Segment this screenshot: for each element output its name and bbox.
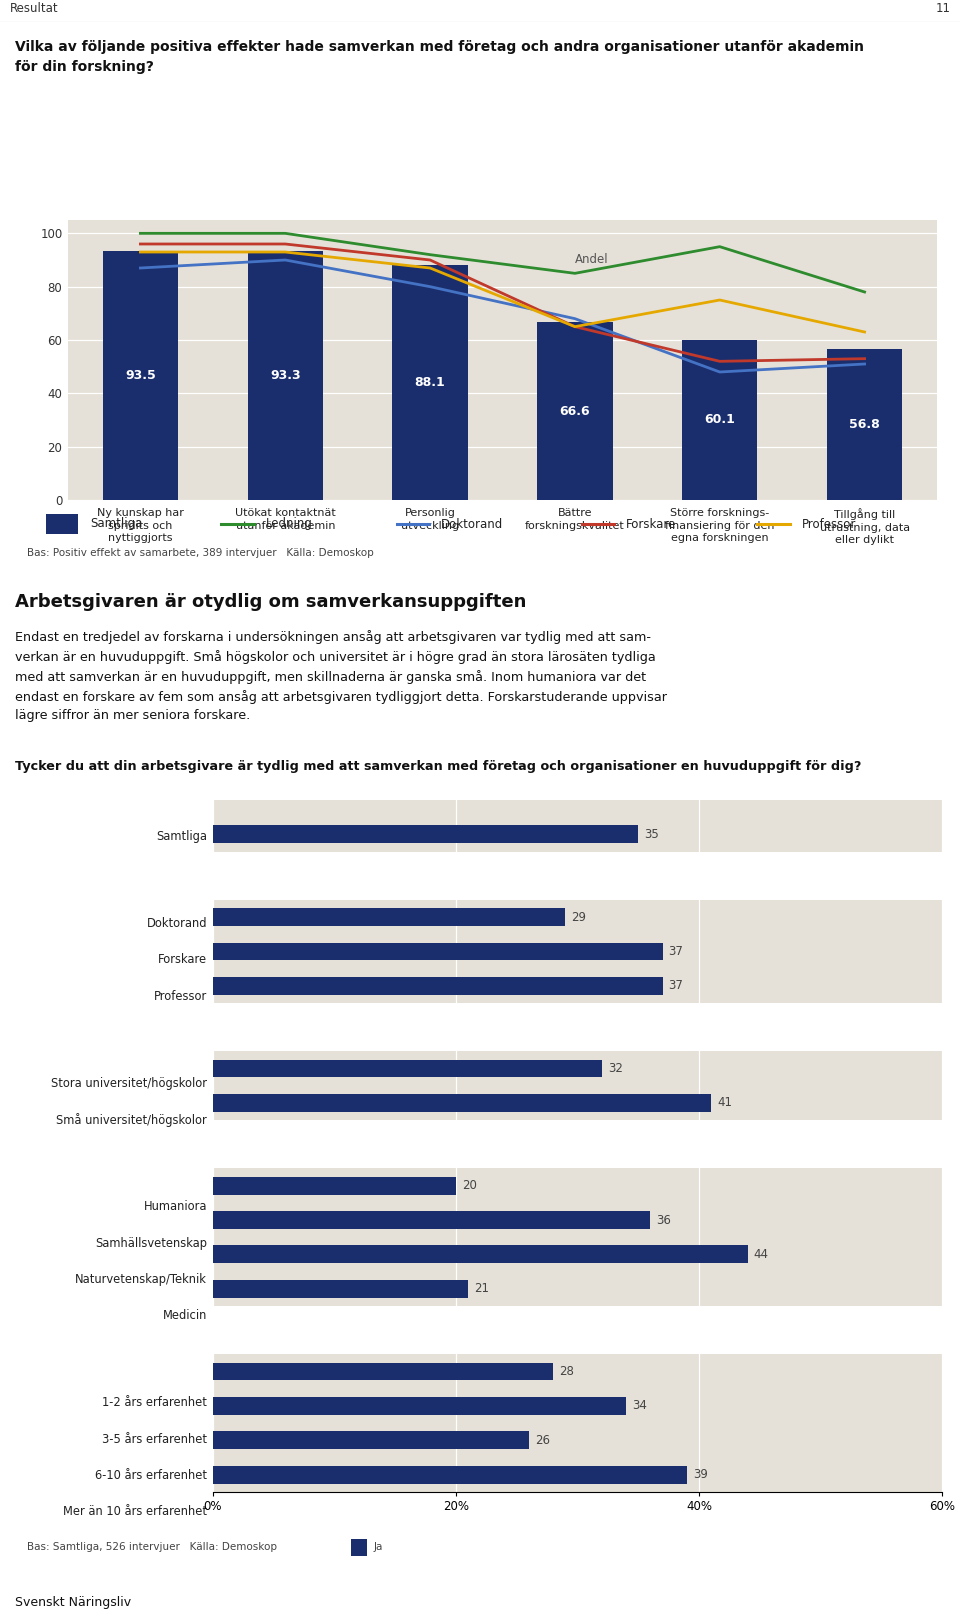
Text: Arbetsgivaren är otydlig om samverkansuppgiften: Arbetsgivaren är otydlig om samverkansup… xyxy=(15,592,526,610)
Bar xyxy=(213,943,662,961)
Bar xyxy=(213,1003,942,1052)
Bar xyxy=(213,1060,602,1078)
Bar xyxy=(18,854,213,906)
Text: 39: 39 xyxy=(693,1469,708,1482)
Bar xyxy=(213,1120,942,1169)
Text: Mer än 10 års erfarenhet: Mer än 10 års erfarenhet xyxy=(63,1506,207,1519)
Bar xyxy=(18,1138,213,1188)
Text: Resultat: Resultat xyxy=(10,2,59,15)
Text: Bas: Samtliga, 526 intervjuer   Källa: Demoskop: Bas: Samtliga, 526 intervjuer Källa: Dem… xyxy=(27,1542,277,1553)
Text: Doktorand: Doktorand xyxy=(442,518,503,531)
Bar xyxy=(213,909,565,927)
Text: 93.3: 93.3 xyxy=(270,368,300,381)
Text: Forskare: Forskare xyxy=(626,518,677,531)
Text: 66.6: 66.6 xyxy=(560,404,590,417)
Text: 11: 11 xyxy=(935,2,950,15)
Text: Doktorand: Doktorand xyxy=(147,917,207,930)
Text: Professor: Professor xyxy=(802,518,856,531)
Text: Samhällsvetenskap: Samhällsvetenskap xyxy=(95,1237,207,1250)
Text: Bas: Positiv effekt av samarbete, 389 intervjuer   Källa: Demoskop: Bas: Positiv effekt av samarbete, 389 in… xyxy=(27,549,374,558)
Text: 1-2 års erfarenhet: 1-2 års erfarenhet xyxy=(103,1396,207,1409)
Bar xyxy=(213,1245,748,1263)
Text: 36: 36 xyxy=(657,1214,671,1227)
Bar xyxy=(213,977,662,995)
Bar xyxy=(103,250,178,500)
Text: Endast en tredjedel av forskarna i undersökningen ansåg att arbetsgivaren var ty: Endast en tredjedel av forskarna i under… xyxy=(15,630,667,722)
Bar xyxy=(46,514,78,534)
Text: 34: 34 xyxy=(633,1399,647,1412)
Text: 29: 29 xyxy=(571,911,587,923)
Bar xyxy=(248,252,323,500)
Text: 56.8: 56.8 xyxy=(850,417,880,430)
Text: Små universitet/högskolor: Små universitet/högskolor xyxy=(57,1113,207,1126)
Bar xyxy=(213,1211,651,1229)
Text: 37: 37 xyxy=(668,945,684,958)
Text: Humaniora: Humaniora xyxy=(144,1201,207,1214)
Bar xyxy=(18,1014,213,1065)
Text: Stora universitet/högskolor: Stora universitet/högskolor xyxy=(51,1076,207,1089)
Text: 35: 35 xyxy=(644,828,660,841)
Bar xyxy=(393,265,468,500)
Bar xyxy=(213,1466,686,1483)
Bar xyxy=(213,1094,711,1112)
Bar xyxy=(683,339,757,500)
Text: 60.1: 60.1 xyxy=(705,414,735,427)
Text: Svenskt Näringsliv: Svenskt Näringsliv xyxy=(15,1595,132,1608)
Text: 88.1: 88.1 xyxy=(415,377,445,390)
Bar xyxy=(213,1307,942,1354)
Text: Ja: Ja xyxy=(373,1542,383,1553)
Text: Forskare: Forskare xyxy=(158,953,207,966)
Bar xyxy=(213,852,942,899)
Text: Naturvetenskap/Teknik: Naturvetenskap/Teknik xyxy=(75,1272,207,1285)
Bar xyxy=(213,826,638,844)
Text: 93.5: 93.5 xyxy=(125,368,156,381)
Text: 41: 41 xyxy=(717,1097,732,1110)
Text: 6-10 års erfarenhet: 6-10 års erfarenhet xyxy=(95,1469,207,1482)
Text: 21: 21 xyxy=(474,1282,490,1295)
Text: Ledning: Ledning xyxy=(266,518,313,531)
Text: 3-5 års erfarenhet: 3-5 års erfarenhet xyxy=(102,1433,207,1446)
Bar xyxy=(350,1539,368,1556)
Bar xyxy=(18,1334,213,1384)
Bar xyxy=(213,1431,529,1449)
Text: 32: 32 xyxy=(608,1061,623,1074)
Text: 37: 37 xyxy=(668,979,684,992)
Text: Professor: Professor xyxy=(154,990,207,1003)
Text: Tycker du att din arbetsgivare är tydlig med att samverkan med företag och organ: Tycker du att din arbetsgivare är tydlig… xyxy=(15,760,861,773)
Bar xyxy=(213,1177,456,1195)
Text: Andel: Andel xyxy=(575,253,609,266)
Text: 20: 20 xyxy=(462,1178,477,1191)
Text: Samtliga: Samtliga xyxy=(156,829,207,842)
Text: 26: 26 xyxy=(535,1433,550,1446)
Bar xyxy=(213,1363,553,1381)
Text: Vilka av följande positiva effekter hade samverkan med företag och andra organis: Vilka av följande positiva effekter hade… xyxy=(15,41,864,73)
Text: Samtliga: Samtliga xyxy=(90,518,142,531)
Bar xyxy=(213,1397,626,1415)
Bar xyxy=(827,349,902,500)
Text: 28: 28 xyxy=(560,1365,574,1378)
Bar xyxy=(538,323,612,500)
Bar xyxy=(213,1281,468,1298)
Text: 44: 44 xyxy=(754,1248,769,1261)
Text: Medicin: Medicin xyxy=(163,1310,207,1323)
